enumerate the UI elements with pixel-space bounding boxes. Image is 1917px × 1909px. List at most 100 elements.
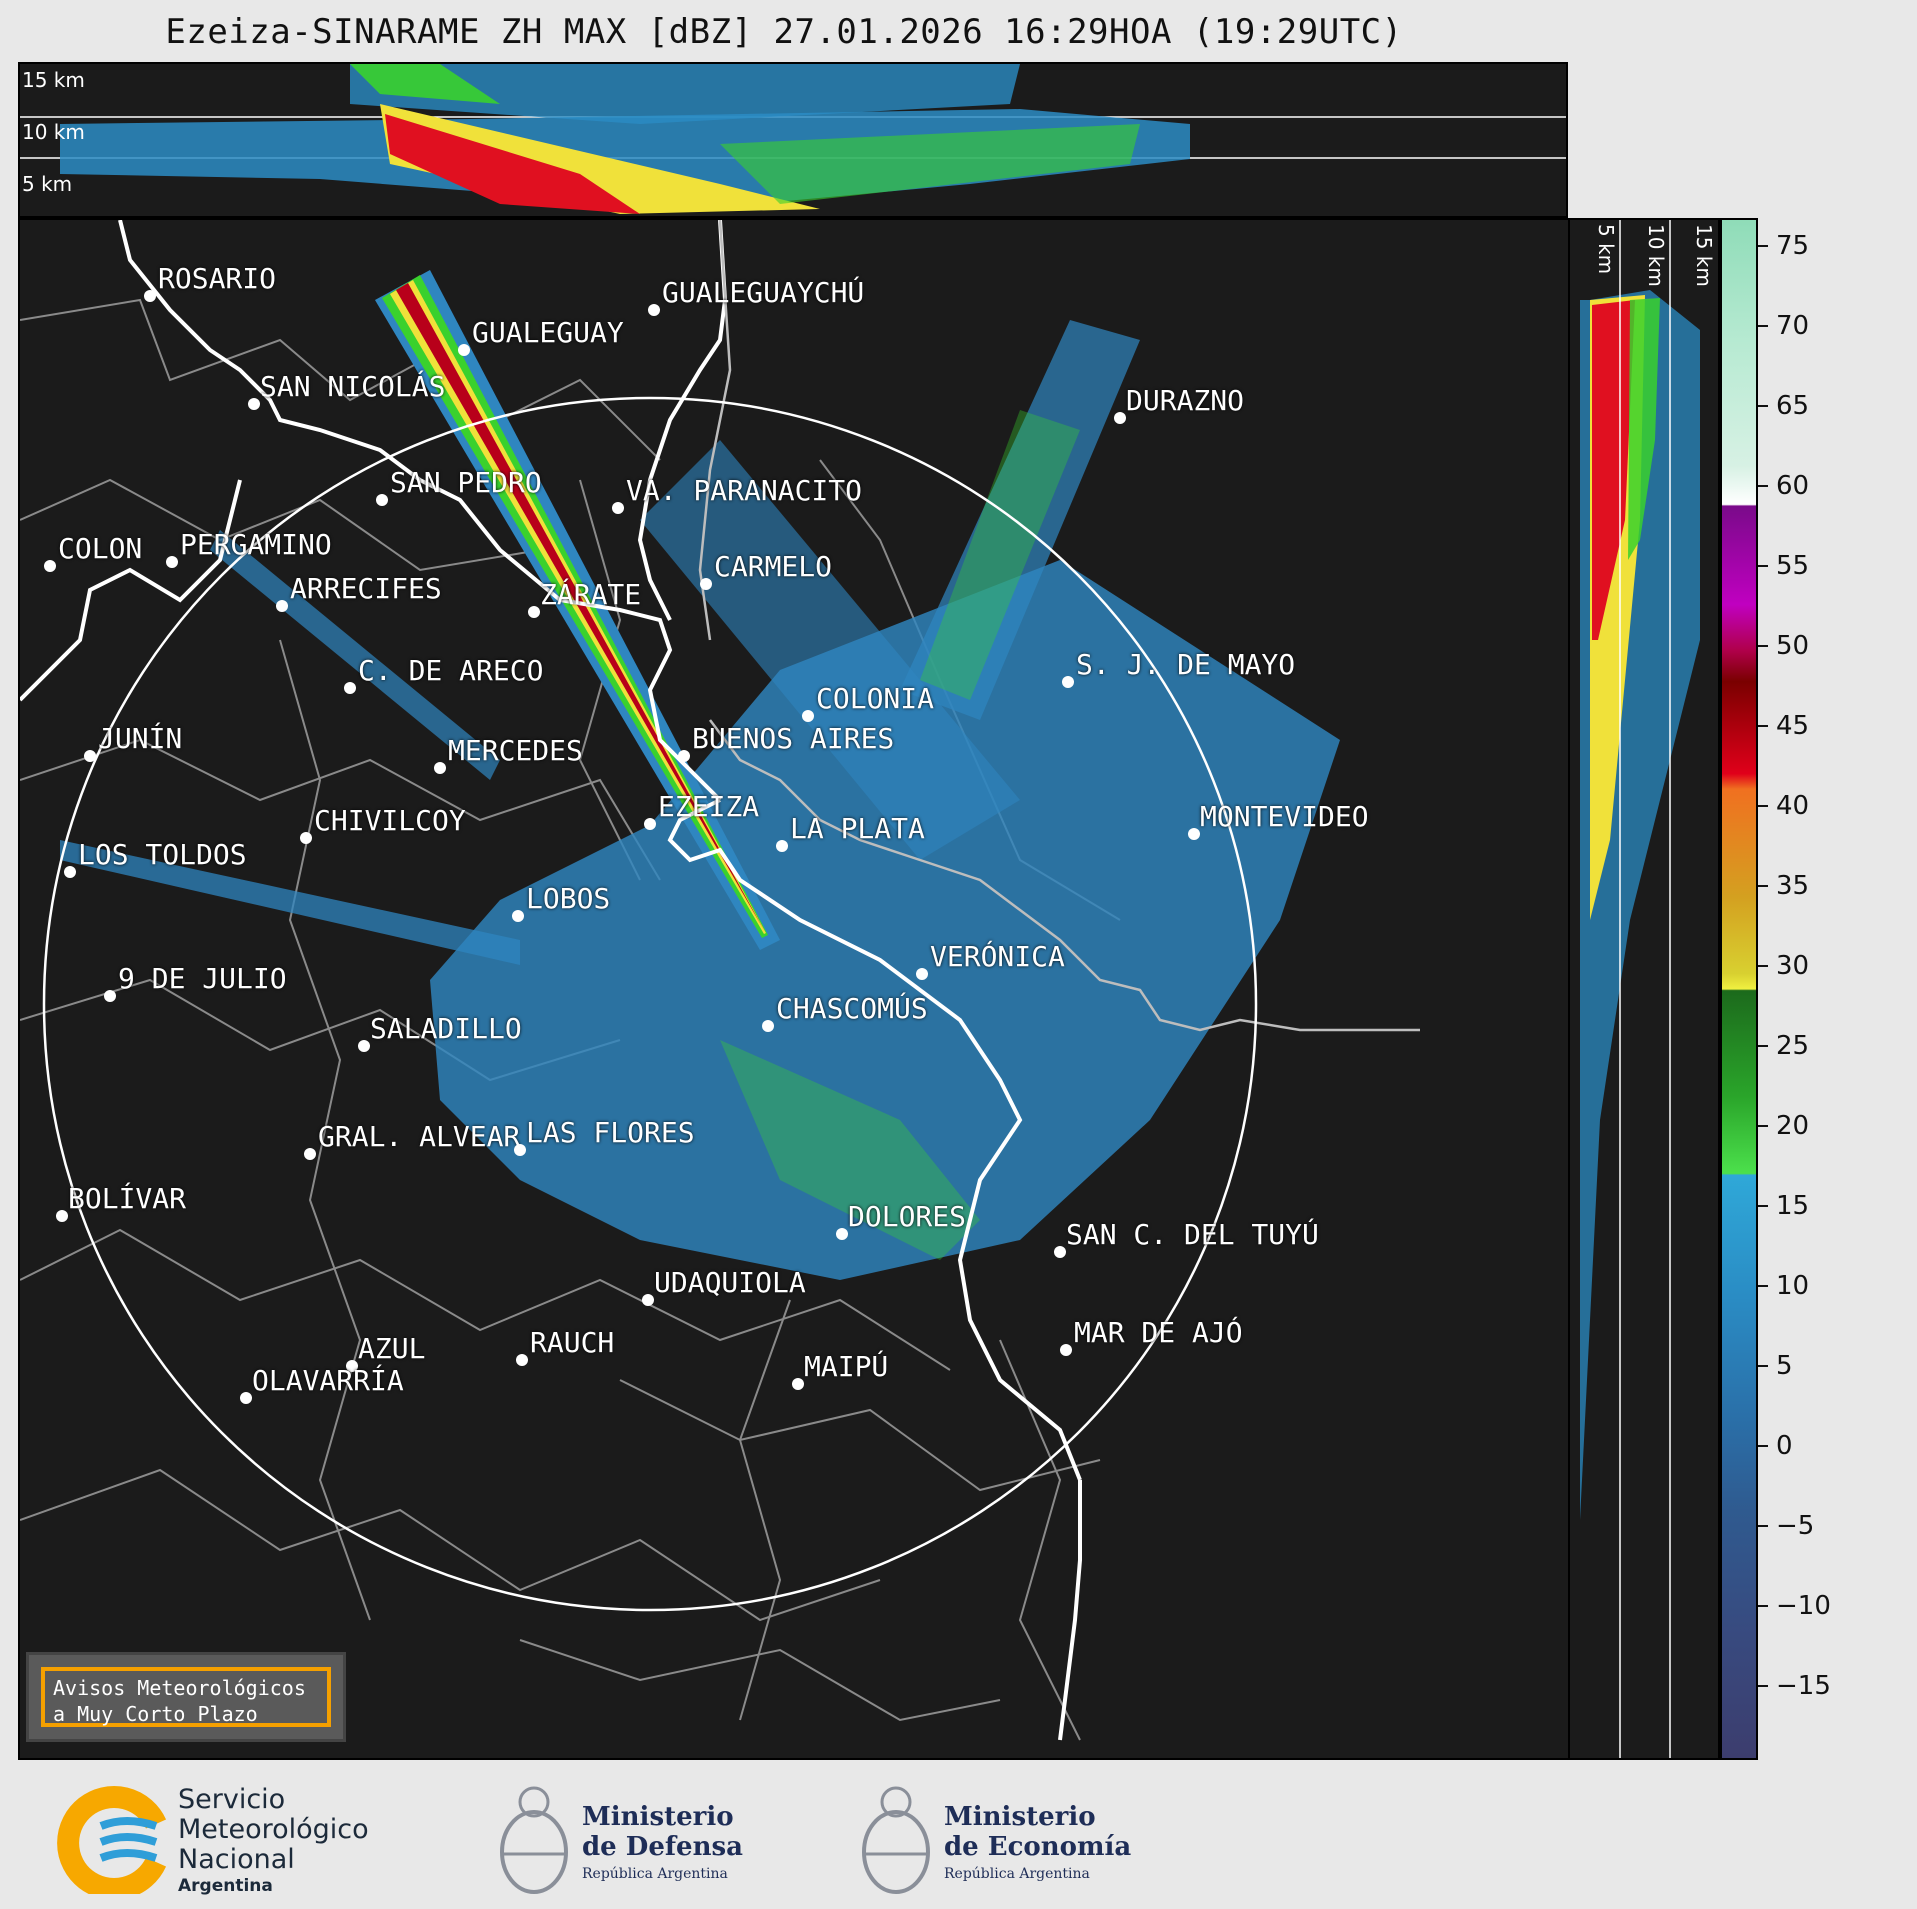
smn-line-4: Argentina <box>178 1876 273 1896</box>
tick-0: 0 <box>1776 1431 1793 1461</box>
city-label-mercedes: MERCEDES <box>448 734 583 767</box>
city-label-chascomus: CHASCOMÚS <box>776 992 928 1025</box>
city-label-maipu: MAIPÚ <box>804 1350 889 1383</box>
top-echo-svg <box>20 64 1566 214</box>
city-label-chivilcoy: CHIVILCOY <box>314 804 466 837</box>
defensa-line-2: de Defensa <box>582 1832 743 1862</box>
city-label-ezeiza: EZEIZA <box>658 790 760 823</box>
city-dot-pergamino <box>166 556 178 568</box>
city-dot-sj-de-mayo <box>1062 676 1074 688</box>
tick-minus10: −10 <box>1776 1591 1831 1621</box>
city-label-mar-de-ajo: MAR DE AJÓ <box>1074 1316 1243 1349</box>
defensa-line-3: República Argentina <box>582 1866 728 1882</box>
city-dot-buenos-aires <box>678 750 690 762</box>
tick-25: 25 <box>1776 1031 1810 1061</box>
city-label-pergamino: PERGAMINO <box>180 528 332 561</box>
tick-30: 30 <box>1776 951 1810 981</box>
city-dot-olavarria <box>240 1392 252 1404</box>
city-dot-gral-alvear <box>304 1148 316 1160</box>
city-dot-9-de-julio <box>104 990 116 1002</box>
colorbar <box>1720 218 1758 1760</box>
city-dot-arrecifes <box>276 600 288 612</box>
city-dot-azul <box>346 1360 358 1372</box>
top-label-5km: 5 km <box>22 172 73 196</box>
city-label-sj-de-mayo: S. J. DE MAYO <box>1076 648 1296 681</box>
city-label-arrecifes: ARRECIFES <box>290 572 442 605</box>
side-label-15km: 15 km <box>1692 224 1716 287</box>
smn-logo: Servicio Meteorológico Nacional Argentin… <box>56 1784 396 1896</box>
tick-minus15: −15 <box>1776 1671 1831 1701</box>
city-dot-c-de-areco <box>344 682 356 694</box>
city-label-rauch: RAUCH <box>530 1326 615 1359</box>
city-dot-junin <box>84 750 96 762</box>
city-label-junin: JUNÍN <box>98 722 183 755</box>
tick-5: 5 <box>1776 1351 1793 1381</box>
city-dot-saladillo <box>358 1040 370 1052</box>
top-echo-green-right <box>720 124 1140 204</box>
range-ring-240km <box>42 396 1258 1612</box>
tick-75: 75 <box>1776 231 1810 261</box>
city-label-azul: AZUL <box>358 1332 426 1365</box>
city-label-9-de-julio: 9 DE JULIO <box>118 962 287 995</box>
tick-15: 15 <box>1776 1191 1810 1221</box>
defensa-seal-icon <box>500 1786 568 1894</box>
side-label-5km: 5 km <box>1594 224 1618 275</box>
city-dot-dolores <box>836 1228 848 1240</box>
economia-line-2: de Economía <box>944 1832 1132 1862</box>
economia-line-1: Ministerio <box>944 1802 1096 1832</box>
tick-20: 20 <box>1776 1111 1810 1141</box>
city-dot-va-paranacito <box>612 502 624 514</box>
intense-streak <box>375 270 780 950</box>
tick-35: 35 <box>1776 871 1810 901</box>
city-label-montevideo: MONTEVIDEO <box>1200 800 1369 833</box>
city-label-saladillo: SALADILLO <box>370 1012 522 1045</box>
city-dot-gualeguaychu <box>648 304 660 316</box>
city-dot-los-toldos <box>64 866 76 878</box>
city-dot-rauch <box>516 1354 528 1366</box>
city-dot-mercedes <box>434 762 446 774</box>
defensa-logo: Ministerio de Defensa República Argentin… <box>494 1772 754 1902</box>
economia-line-3: República Argentina <box>944 1866 1090 1882</box>
top-echo-red <box>385 114 640 214</box>
tick-45: 45 <box>1776 711 1810 741</box>
city-dot-colonia <box>802 710 814 722</box>
city-dot-lobos <box>512 910 524 922</box>
city-label-va-paranacito: VA. PARANACITO <box>626 474 863 507</box>
tick-minus5: −5 <box>1776 1511 1815 1541</box>
city-label-la-plata: LA PLATA <box>790 812 925 845</box>
top-label-15km: 15 km <box>22 68 85 92</box>
city-dot-udaquiola <box>642 1294 654 1306</box>
side-height-panel: 5 km 10 km 15 km <box>1568 218 1720 1760</box>
city-dot-maipu <box>792 1378 804 1390</box>
city-label-c-de-areco: C. DE ARECO <box>358 654 544 687</box>
city-label-gualeguaychu: GUALEGUAYCHÚ <box>662 276 865 309</box>
echo-fan <box>60 320 1340 1280</box>
city-label-los-toldos: LOS TOLDOS <box>78 838 247 871</box>
colorbar-ticks: 75 70 65 60 55 50 45 40 35 30 25 20 15 1… <box>1758 218 1878 1760</box>
tick-70: 70 <box>1776 311 1810 341</box>
avisos-box[interactable]: Avisos Meteorológicos a Muy Corto Plazo <box>26 1652 346 1742</box>
city-label-durazno: DURAZNO <box>1126 384 1245 417</box>
city-dot-colon <box>44 560 56 572</box>
city-dot-bolivar <box>56 1210 68 1222</box>
city-dot-durazno <box>1114 412 1126 424</box>
city-label-buenos-aires: BUENOS AIRES <box>692 722 895 755</box>
tick-55: 55 <box>1776 551 1810 581</box>
side-label-10km: 10 km <box>1644 224 1668 287</box>
city-dot-carmelo <box>700 578 712 590</box>
tick-10: 10 <box>1776 1271 1810 1301</box>
radar-map: ROSARIO GUALEGUAYCHÚ GUALEGUAY SAN NICOL… <box>18 218 1570 1760</box>
smn-logo-icon <box>57 1786 166 1894</box>
city-label-udaquiola: UDAQUIOLA <box>654 1266 806 1299</box>
smn-line-1: Servicio <box>178 1784 286 1815</box>
city-dot-gualeguay <box>458 344 470 356</box>
city-label-dolores: DOLORES <box>848 1200 967 1233</box>
map-svg <box>20 220 1420 1741</box>
city-label-colon: COLON <box>58 532 143 565</box>
city-label-gral-alvear: GRAL. ALVEAR <box>318 1120 521 1153</box>
city-dot-veronica <box>916 968 928 980</box>
city-label-colonia: COLONIA <box>816 682 935 715</box>
city-label-bolivar: BOLÍVAR <box>68 1182 187 1215</box>
tick-60: 60 <box>1776 471 1810 501</box>
city-label-rosario: ROSARIO <box>158 262 277 295</box>
